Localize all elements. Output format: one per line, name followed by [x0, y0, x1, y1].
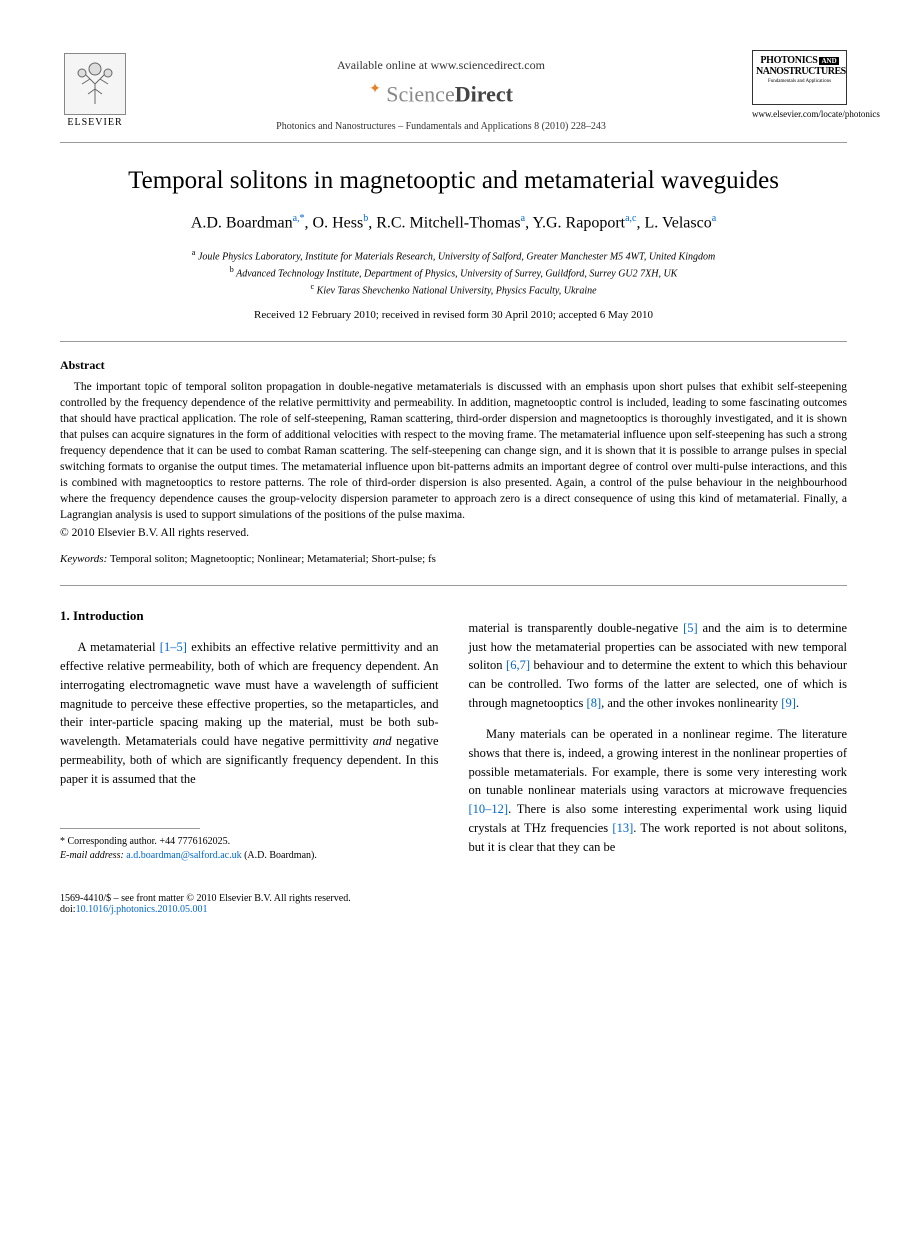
author-4: Y.G. Rapoport: [533, 215, 626, 232]
ref-link-13[interactable]: [13]: [612, 821, 633, 835]
ref-link-6-7[interactable]: [6,7]: [506, 658, 530, 672]
elsevier-label: ELSEVIER: [67, 117, 122, 128]
author-1: A.D. Boardman: [191, 215, 293, 232]
abstract-text: The important topic of temporal soliton …: [60, 379, 847, 524]
col1-para-1: A metamaterial [1–5] exhibits an effecti…: [60, 638, 439, 788]
article-title: Temporal solitons in magnetooptic and me…: [60, 167, 847, 195]
body-column-right: material is transparently double-negativ…: [469, 606, 848, 863]
article-dates: Received 12 February 2010; received in r…: [60, 309, 847, 321]
body-column-left: 1. Introduction A metamaterial [1–5] exh…: [60, 606, 439, 863]
col2-para-1: material is transparently double-negativ…: [469, 619, 848, 713]
cover-title1: PHOTONICS: [760, 55, 817, 66]
keywords-label: Keywords:: [60, 553, 107, 565]
issn-copyright: 1569-4410/$ – see front matter © 2010 El…: [60, 893, 847, 904]
keywords-line: Keywords: Temporal soliton; Magnetooptic…: [60, 553, 847, 565]
author-1-affil: a,*: [293, 213, 305, 224]
author-3-affil: a: [521, 213, 525, 224]
copyright-line: © 2010 Elsevier B.V. All rights reserved…: [60, 527, 847, 539]
affiliation-a: Joule Physics Laboratory, Institute for …: [198, 251, 715, 262]
corr-author-line: * Corresponding author. +44 7776162025.: [60, 835, 439, 849]
header-divider: [60, 142, 847, 143]
ref-link-1-5[interactable]: [1–5]: [160, 640, 187, 654]
journal-citation-line: Photonics and Nanostructures – Fundament…: [130, 121, 752, 132]
journal-url: www.elsevier.com/locate/photonics: [752, 109, 847, 119]
sciencedirect-logo: ✦ ScienceDirect: [130, 81, 752, 107]
abstract-heading: Abstract: [60, 358, 847, 373]
footnote-divider: [60, 828, 200, 829]
section-1-heading: 1. Introduction: [60, 606, 439, 626]
cover-title2: NANOSTRUCTURES: [756, 66, 843, 77]
affiliation-c: Kiev Taras Shevchenko National Universit…: [317, 286, 597, 297]
email-label: E-mail address:: [60, 850, 124, 861]
journal-cover: PHOTONICSAND NANOSTRUCTURES Fundamentals…: [752, 50, 847, 119]
doi-link[interactable]: 10.1016/j.photonics.2010.05.001: [76, 904, 208, 915]
author-4-affil: a,c: [625, 213, 636, 224]
email-author-name: (A.D. Boardman).: [244, 850, 317, 861]
ref-link-10-12[interactable]: [10–12]: [469, 802, 509, 816]
affiliation-b: Advanced Technology Institute, Departmen…: [236, 268, 677, 279]
ref-link-5[interactable]: [5]: [683, 621, 698, 635]
ref-link-9[interactable]: [9]: [781, 696, 796, 710]
affiliations: a Joule Physics Laboratory, Institute fo…: [60, 247, 847, 299]
author-2-affil: b: [363, 213, 368, 224]
abstract-divider-top: [60, 341, 847, 342]
author-5: L. Velasco: [644, 215, 711, 232]
email-link[interactable]: a.d.boardman@salford.ac.uk: [126, 850, 241, 861]
elsevier-tree-icon: [64, 53, 126, 115]
abstract-divider-bottom: [60, 585, 847, 586]
ref-link-8[interactable]: [8]: [587, 696, 602, 710]
author-5-affil: a: [712, 213, 716, 224]
cover-and: AND: [819, 57, 838, 65]
sd-direct: Direct: [455, 81, 513, 106]
doi-label: doi:: [60, 904, 76, 915]
col2-para-2: Many materials can be operated in a nonl…: [469, 725, 848, 856]
corresponding-author-footnote: * Corresponding author. +44 7776162025. …: [60, 835, 439, 863]
emph-and: and: [373, 734, 392, 748]
available-online-text: Available online at www.sciencedirect.co…: [130, 58, 752, 73]
elsevier-logo: ELSEVIER: [60, 50, 130, 130]
bottom-issn-line: 1569-4410/$ – see front matter © 2010 El…: [60, 893, 847, 915]
author-2: O. Hess: [313, 215, 364, 232]
author-list: A.D. Boardmana,*, O. Hessb, R.C. Mitchel…: [60, 213, 847, 232]
author-3: R.C. Mitchell-Thomas: [376, 215, 520, 232]
cover-subtitle: Fundamentals and Applications: [756, 79, 843, 85]
keywords-text: Temporal soliton; Magnetooptic; Nonlinea…: [110, 553, 436, 565]
sd-sci: Science: [386, 81, 454, 106]
